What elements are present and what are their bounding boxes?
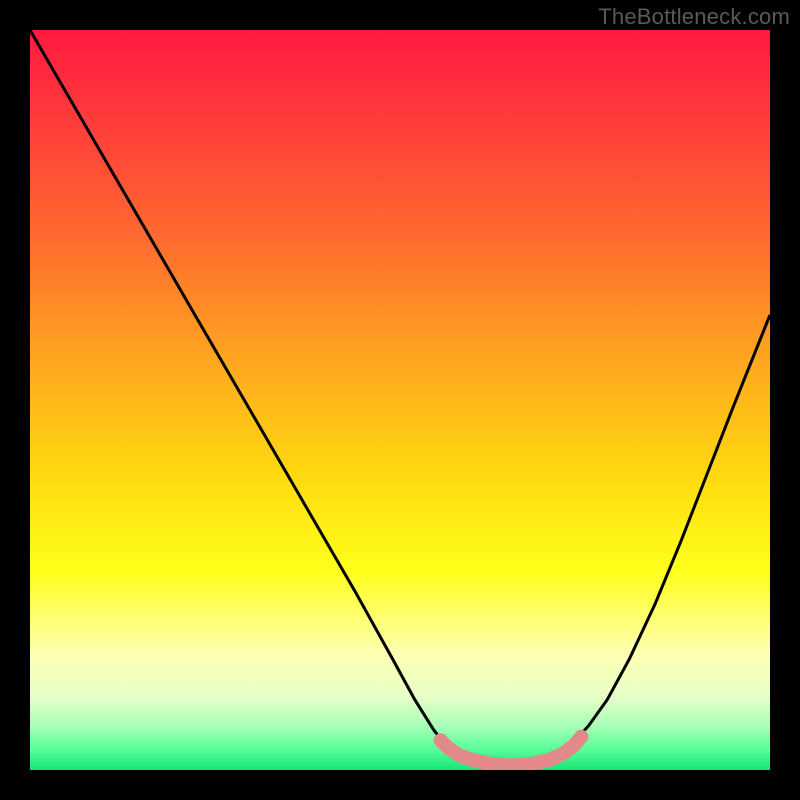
- optimal-range-start-marker: [434, 733, 448, 747]
- optimal-range-end-marker: [574, 730, 588, 744]
- bottleneck-chart: [0, 0, 800, 800]
- watermark-text: TheBottleneck.com: [598, 4, 790, 30]
- gradient-background: [30, 30, 770, 770]
